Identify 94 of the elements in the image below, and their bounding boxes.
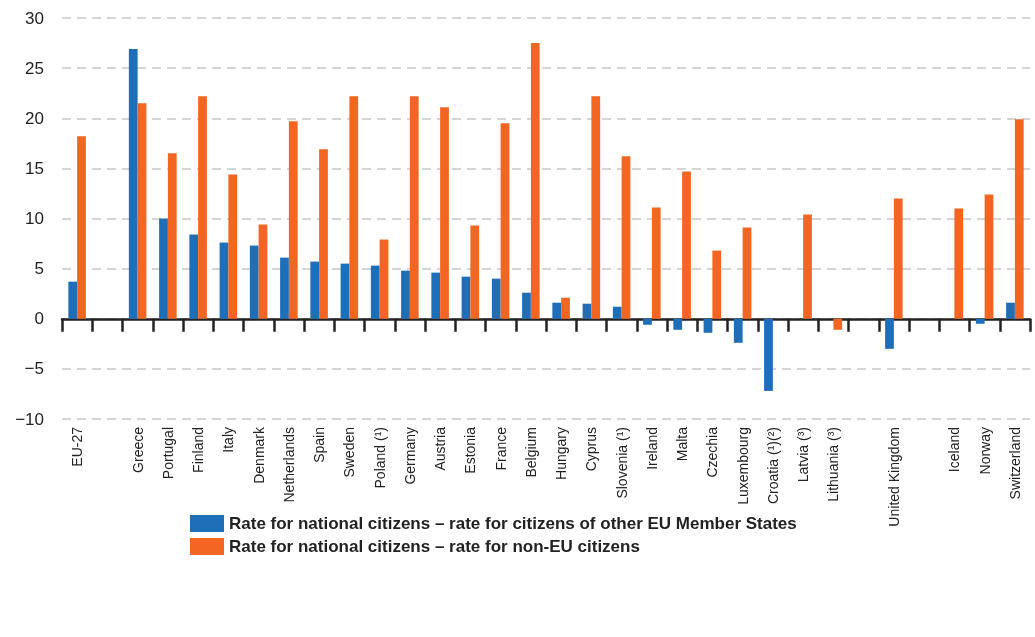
- bar: [401, 270, 410, 319]
- bar: [591, 96, 601, 319]
- y-tick-label: 15: [25, 158, 44, 178]
- bar: [984, 194, 994, 319]
- y-tick-label: 10: [25, 209, 44, 228]
- x-tick-label: Lithuania (³): [825, 427, 842, 502]
- y-tick-label: 25: [25, 58, 44, 78]
- y-tick-label: −10: [15, 409, 44, 429]
- bar: [582, 303, 592, 319]
- x-tick-label: EU-27: [69, 426, 86, 467]
- bar: [954, 208, 964, 319]
- bar: [561, 297, 570, 319]
- bar: [500, 123, 510, 319]
- bar: [885, 318, 894, 349]
- bar: [249, 245, 259, 319]
- y-tick-label: 5: [34, 259, 44, 279]
- x-tick-label: Netherlands: [280, 427, 297, 503]
- bar: [319, 149, 328, 319]
- bar: [219, 242, 229, 319]
- bar: [742, 227, 752, 319]
- bar: [68, 281, 78, 319]
- bar: [491, 278, 501, 319]
- bar: [440, 107, 449, 319]
- bar: [682, 171, 691, 319]
- bar: [340, 263, 350, 319]
- bar: [552, 302, 562, 319]
- bar: [167, 153, 177, 319]
- bar: [803, 214, 812, 319]
- bar: [621, 156, 631, 319]
- x-tick-label: Poland (¹): [371, 427, 388, 489]
- x-tick-label: Ireland: [643, 427, 660, 470]
- bar: [733, 318, 743, 343]
- x-tick-label: Czechia: [704, 426, 721, 478]
- bar: [379, 239, 389, 319]
- bar: [975, 318, 985, 324]
- bar: [893, 198, 903, 319]
- bar: [470, 225, 480, 319]
- bar: [370, 265, 380, 319]
- y-tick-label: −5: [24, 359, 44, 379]
- bar: [228, 174, 238, 319]
- bar: [280, 257, 289, 319]
- x-tick-label: Switzerland: [1006, 427, 1023, 500]
- x-tick-label: United Kingdom: [885, 427, 902, 527]
- x-tick-label: Iceland: [946, 427, 963, 473]
- bar: [703, 318, 713, 333]
- x-tick-label: Germany: [401, 427, 418, 485]
- x-tick-label: Denmark: [250, 426, 267, 484]
- x-tick-label: Austria: [432, 426, 449, 471]
- x-tick-label: Estonia: [462, 426, 479, 474]
- bar: [612, 306, 622, 319]
- x-tick-label: Italy: [220, 427, 237, 453]
- x-tick-label: France: [492, 426, 509, 471]
- bar: [137, 103, 147, 319]
- x-tick-label: Latvia (³): [795, 427, 812, 483]
- bar: [349, 96, 359, 319]
- legend-label: Rate for national citizens – rate for citizens of other EU Member States: [229, 514, 797, 533]
- bar: [530, 43, 540, 319]
- y-tick-label: 0: [34, 309, 44, 329]
- y-tick-label: 30: [25, 8, 44, 28]
- x-tick-label: Belgium: [522, 427, 539, 478]
- bar: [77, 136, 86, 319]
- legend-label: Rate for national citizens – rate for non-EU citizens: [229, 537, 640, 556]
- bar: [409, 96, 419, 319]
- x-tick-label: Greece: [129, 426, 146, 473]
- bar: [1014, 119, 1024, 319]
- x-tick-label: Luxembourg: [734, 427, 751, 505]
- y-tick-label: 20: [25, 108, 44, 128]
- bar: [310, 261, 320, 319]
- bar: [198, 96, 207, 319]
- x-tick-label: Norway: [976, 427, 993, 475]
- x-tick-label: Croatia (¹)(²): [764, 427, 781, 504]
- x-tick-label: Slovenia (¹): [613, 427, 630, 499]
- bar: [522, 292, 531, 319]
- bar: [288, 121, 298, 319]
- bar: [651, 207, 661, 319]
- bar: [712, 250, 722, 319]
- bar: [833, 318, 843, 330]
- x-tick-label: Sweden: [341, 427, 358, 478]
- bar: [461, 276, 471, 319]
- x-tick-label: Cyprus: [583, 427, 600, 472]
- x-tick-label: Spain: [311, 427, 328, 463]
- bar: [189, 234, 199, 319]
- x-tick-label: Finland: [190, 427, 207, 473]
- bar: [1006, 302, 1015, 319]
- bar: [643, 318, 652, 325]
- bar: [431, 272, 441, 319]
- bar: [673, 318, 683, 330]
- x-tick-label: Hungary: [553, 427, 570, 480]
- x-tick-label: Portugal: [159, 427, 176, 480]
- bar: [764, 318, 773, 391]
- bar: [258, 224, 268, 319]
- x-tick-label: Malta: [674, 426, 691, 462]
- bar: [128, 49, 138, 319]
- bar: [159, 218, 168, 319]
